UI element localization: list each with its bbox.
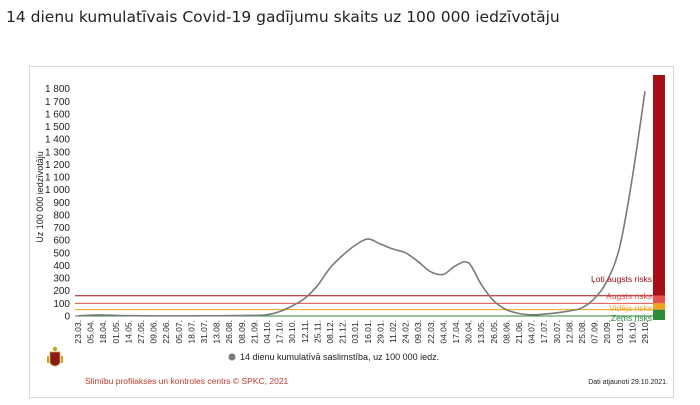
x-tick-label: 04.07. bbox=[527, 320, 537, 344]
y-tick-label: 100 bbox=[53, 299, 70, 310]
y-tick-label: 1 100 bbox=[45, 173, 70, 184]
y-tick-label: 400 bbox=[53, 261, 70, 272]
x-tick-label: 17.07. bbox=[539, 320, 549, 344]
x-tick-label: 04.04. bbox=[438, 320, 448, 344]
risk-threshold-lines bbox=[75, 295, 653, 317]
y-tick-label: 1 600 bbox=[45, 109, 70, 120]
y-tick-label: 0 bbox=[64, 312, 70, 323]
y-tick-label: 1 800 bbox=[45, 84, 70, 95]
legend-label: 14 dienu kumulatīvā saslimstība, uz 100 … bbox=[240, 352, 439, 362]
page-title: 14 dienu kumulatīvais Covid-19 gadījumu … bbox=[6, 8, 560, 26]
risk-bar-segment bbox=[653, 295, 665, 304]
risk-labels: Ļoti augsts risks Augsts risks Vidējs risk… bbox=[591, 274, 652, 323]
x-tick-label: 09.06. bbox=[149, 320, 159, 344]
x-tick-label: 21.06. bbox=[514, 320, 524, 344]
risk-bar-segment bbox=[653, 75, 665, 296]
risk-color-bar bbox=[653, 75, 665, 320]
x-tick-label: 05.04. bbox=[86, 320, 96, 344]
logo bbox=[47, 346, 63, 367]
x-tick-label: 01.05. bbox=[111, 320, 121, 344]
x-tick-label: 27.05. bbox=[136, 320, 146, 344]
x-tick-label: 05.07. bbox=[174, 320, 184, 344]
x-tick-label: 29.10. bbox=[640, 320, 650, 344]
x-tick-label: 08.06. bbox=[501, 320, 511, 344]
chart-panel: 0 100 200 300 400 500 600 700 800 900 1 000 1 100 1 … bbox=[29, 66, 674, 398]
x-tick-label: 17.04. bbox=[451, 320, 461, 344]
risk-label: Zems risks bbox=[611, 313, 652, 323]
x-tick-label: 26.05. bbox=[489, 320, 499, 344]
y-tick-label: 200 bbox=[53, 286, 70, 297]
y-tick-label: 1 700 bbox=[45, 97, 70, 108]
x-tick-label: 22.03. bbox=[426, 320, 436, 344]
coat-of-arms-icon bbox=[47, 346, 63, 367]
x-tick-label: 16.10. bbox=[627, 320, 637, 344]
x-tick-label: 09.03. bbox=[413, 320, 423, 344]
x-tick-label: 12.11. bbox=[300, 320, 310, 343]
x-tick-label: 16.01. bbox=[363, 320, 373, 344]
risk-label: Augsts risks bbox=[606, 291, 652, 301]
x-tick-label: 18.04. bbox=[98, 320, 108, 344]
x-axis-ticks: 23.03. 05.04. 18.04. 01.05. 14.05. 27.05. 09.0… bbox=[73, 320, 650, 344]
x-tick-label: 18.07. bbox=[186, 320, 196, 344]
risk-label: Ļoti augsts risks bbox=[591, 274, 652, 284]
y-tick-label: 1 200 bbox=[45, 160, 70, 171]
x-tick-label: 03.10. bbox=[615, 320, 625, 344]
risk-bar-segment bbox=[653, 309, 665, 320]
shield-shape bbox=[49, 351, 61, 367]
y-tick-label: 600 bbox=[53, 236, 70, 247]
x-tick-label: 13.08. bbox=[212, 320, 222, 344]
x-tick-label: 14.05. bbox=[123, 320, 133, 344]
x-tick-label: 25.08. bbox=[577, 320, 587, 344]
x-tick-label: 26.08. bbox=[224, 320, 234, 344]
x-tick-label: 03.01. bbox=[350, 320, 360, 344]
footer-updated: Dati atjaunoti 29.10.2021. bbox=[588, 379, 668, 386]
series-group bbox=[77, 91, 646, 317]
y-axis-label: Uz 100 000 iedzīvotāju bbox=[35, 151, 45, 243]
y-tick-label: 1 000 bbox=[45, 185, 70, 196]
x-tick-label: 12.08. bbox=[564, 320, 574, 344]
shield-sun bbox=[52, 346, 58, 352]
x-tick-label: 29.01. bbox=[375, 320, 385, 344]
legend-marker bbox=[228, 353, 236, 361]
y-tick-label: 1 400 bbox=[45, 135, 70, 146]
x-tick-label: 21.12. bbox=[338, 320, 348, 344]
y-tick-label: 900 bbox=[53, 198, 70, 209]
y-tick-label: 1 300 bbox=[45, 147, 70, 158]
x-tick-label: 11.02. bbox=[388, 320, 398, 343]
x-tick-label: 30.07. bbox=[552, 320, 562, 344]
y-tick-label: 800 bbox=[53, 210, 70, 221]
x-tick-label: 24.02. bbox=[401, 320, 411, 344]
x-tick-label: 08.12. bbox=[325, 320, 335, 344]
x-tick-label: 23.03. bbox=[73, 320, 83, 344]
footer-source: Slimību profilakses un kontroles centrs … bbox=[85, 376, 289, 386]
x-tick-label: 25.11. bbox=[312, 320, 322, 343]
x-tick-label: 30.10. bbox=[287, 320, 297, 344]
x-tick-label: 07.09. bbox=[590, 320, 600, 344]
x-tick-label: 17.10. bbox=[275, 320, 285, 344]
y-tick-label: 300 bbox=[53, 274, 70, 285]
y-tick-label: 500 bbox=[53, 248, 70, 259]
risk-bar-segment bbox=[653, 303, 665, 310]
x-tick-label: 31.07. bbox=[199, 320, 209, 344]
x-tick-label: 13.05. bbox=[476, 320, 486, 344]
x-tick-label: 20.09. bbox=[602, 320, 612, 344]
x-tick-label: 21.09. bbox=[249, 320, 259, 344]
x-tick-label: 22.06. bbox=[161, 320, 171, 344]
x-tick-label: 04.10. bbox=[262, 320, 272, 344]
risk-label: Vidējs risks bbox=[609, 303, 652, 313]
shield-supporter-right bbox=[61, 356, 63, 363]
y-tick-label: 1 500 bbox=[45, 122, 70, 133]
legend: 14 dienu kumulatīvā saslimstība, uz 100 … bbox=[228, 352, 439, 362]
y-tick-label: 700 bbox=[53, 223, 70, 234]
x-tick-label: 08.09. bbox=[237, 320, 247, 344]
shield-supporter-left bbox=[47, 356, 49, 363]
series-line bbox=[77, 91, 646, 317]
x-tick-label: 30.04. bbox=[464, 320, 474, 344]
